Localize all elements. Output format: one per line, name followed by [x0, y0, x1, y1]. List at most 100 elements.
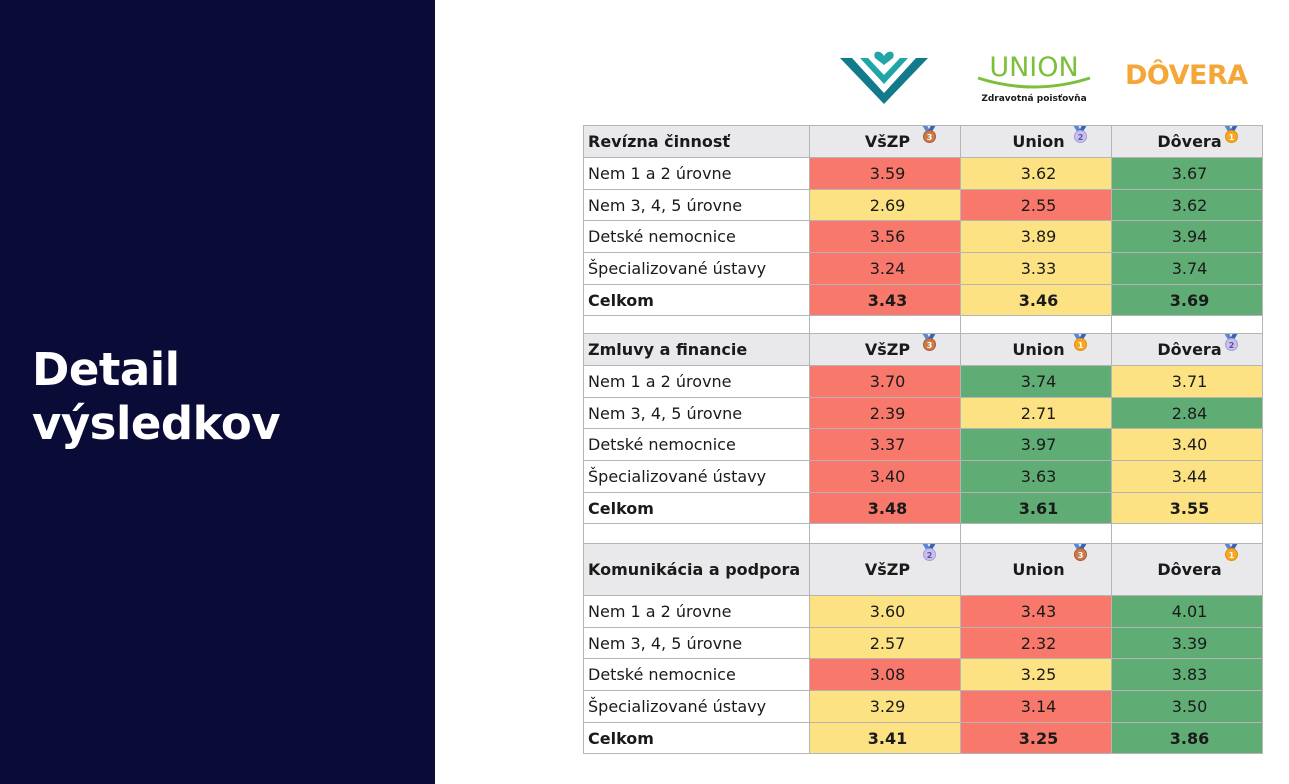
medal-icon: 3: [1071, 544, 1089, 563]
score-cell: 3.55: [1111, 492, 1263, 524]
spacer-row: [583, 523, 1263, 544]
results-table: Revízna činnosť VšZP 3 Union 2 Dôvera 1 Nem…: [583, 125, 1263, 754]
row-label: Nem 3, 4, 5 úrovne: [583, 397, 810, 429]
score-cell: 3.46: [960, 284, 1112, 316]
table-row: Detské nemocnice 3.08 3.25 3.83: [583, 658, 1263, 691]
table-row: Detské nemocnice 3.56 3.89 3.94: [583, 220, 1263, 253]
score-cell: 3.94: [1111, 220, 1263, 253]
score-cell: 3.86: [1111, 722, 1263, 754]
table-row: Špecializované ústavy 3.29 3.14 3.50: [583, 690, 1263, 723]
score-cell: 3.39: [1111, 627, 1263, 659]
score-cell: 3.74: [960, 365, 1112, 398]
insurer-header-dovera: Dôvera 1: [1111, 543, 1263, 596]
score-cell: 3.44: [1111, 460, 1263, 493]
insurer-header-vszp: VšZP 3: [809, 333, 961, 366]
insurer-header-union: Union 2: [960, 125, 1112, 158]
score-cell: 3.69: [1111, 284, 1263, 316]
union-logo-name: UNION: [989, 52, 1078, 83]
score-cell: 2.39: [809, 397, 961, 429]
table-row: Nem 1 a 2 úrovne 3.70 3.74 3.71: [583, 365, 1263, 398]
total-row: Celkom 3.48 3.61 3.55: [583, 492, 1263, 524]
medal-icon: 1: [1071, 334, 1089, 353]
score-cell: 2.32: [960, 627, 1112, 659]
score-cell: 2.69: [809, 189, 961, 221]
medal-icon: 1: [1222, 544, 1240, 563]
row-label: Špecializované ústavy: [583, 690, 810, 723]
score-cell: 3.62: [1111, 189, 1263, 221]
score-cell: 3.14: [960, 690, 1112, 723]
union-logo: UNION Zdravotná poisťovňa: [972, 50, 1096, 110]
row-label: Špecializované ústavy: [583, 252, 810, 285]
row-label: Celkom: [583, 722, 810, 754]
total-row: Celkom 3.41 3.25 3.86: [583, 722, 1263, 754]
medal-icon: 3: [920, 126, 938, 145]
score-cell: 3.40: [809, 460, 961, 493]
insurer-header-vszp: VšZP 3: [809, 125, 961, 158]
score-cell: 3.33: [960, 252, 1112, 285]
section-header-row: Revízna činnosť VšZP 3 Union 2 Dôvera 1: [583, 125, 1263, 158]
row-label: Nem 3, 4, 5 úrovne: [583, 189, 810, 221]
insurer-header-dovera: Dôvera 1: [1111, 125, 1263, 158]
score-cell: 3.25: [960, 722, 1112, 754]
row-label: Celkom: [583, 492, 810, 524]
score-cell: 3.61: [960, 492, 1112, 524]
row-label: Špecializované ústavy: [583, 460, 810, 493]
section-header-row: Komunikácia a podpora VšZP 2 Union 3 Dôver…: [583, 543, 1263, 596]
score-cell: 2.84: [1111, 397, 1263, 429]
insurer-header-union: Union 3: [960, 543, 1112, 596]
section-header-row: Zmluvy a financie VšZP 3 Union 1 Dôvera 2: [583, 333, 1263, 366]
title-panel: Detail výsledkov: [0, 0, 435, 784]
score-cell: 3.43: [960, 595, 1112, 628]
dovera-logo: DÔVERA: [1125, 60, 1248, 91]
table-row: Špecializované ústavy 3.24 3.33 3.74: [583, 252, 1263, 285]
slide-title-line-1: Detail: [32, 343, 180, 396]
slide-title: Detail výsledkov: [32, 343, 281, 451]
slide-title-line-2: výsledkov: [32, 397, 281, 450]
score-cell: 3.62: [960, 157, 1112, 190]
score-cell: 3.63: [960, 460, 1112, 493]
table-row: Nem 3, 4, 5 úrovne 2.57 2.32 3.39: [583, 627, 1263, 659]
score-cell: 2.71: [960, 397, 1112, 429]
score-cell: 3.67: [1111, 157, 1263, 190]
medal-icon: 2: [920, 544, 938, 563]
row-label: Detské nemocnice: [583, 658, 810, 691]
row-label: Detské nemocnice: [583, 428, 810, 461]
row-label: Detské nemocnice: [583, 220, 810, 253]
score-cell: 3.41: [809, 722, 961, 754]
score-cell: 3.74: [1111, 252, 1263, 285]
medal-icon: 2: [1071, 126, 1089, 145]
section-title: Komunikácia a podpora: [583, 543, 810, 596]
medal-icon: 2: [1222, 334, 1240, 353]
score-cell: 2.57: [809, 627, 961, 659]
spacer-row: [583, 315, 1263, 334]
table-row: Nem 1 a 2 úrovne 3.60 3.43 4.01: [583, 595, 1263, 628]
row-label: Nem 3, 4, 5 úrovne: [583, 627, 810, 659]
score-cell: 3.83: [1111, 658, 1263, 691]
score-cell: 3.29: [809, 690, 961, 723]
score-cell: 3.89: [960, 220, 1112, 253]
score-cell: 2.55: [960, 189, 1112, 221]
insurer-header-vszp: VšZP 2: [809, 543, 961, 596]
table-row: Špecializované ústavy 3.40 3.63 3.44: [583, 460, 1263, 493]
insurer-header-dovera: Dôvera 2: [1111, 333, 1263, 366]
section-title: Revízna činnosť: [583, 125, 810, 158]
medal-icon: 3: [920, 334, 938, 353]
table-row: Nem 1 a 2 úrovne 3.59 3.62 3.67: [583, 157, 1263, 190]
row-label: Nem 1 a 2 úrovne: [583, 157, 810, 190]
section-title: Zmluvy a financie: [583, 333, 810, 366]
vszp-logo: [838, 46, 930, 106]
score-cell: 4.01: [1111, 595, 1263, 628]
union-logo-subtitle: Zdravotná poisťovňa: [981, 94, 1087, 104]
score-cell: 3.43: [809, 284, 961, 316]
total-row: Celkom 3.43 3.46 3.69: [583, 284, 1263, 316]
score-cell: 3.08: [809, 658, 961, 691]
score-cell: 3.70: [809, 365, 961, 398]
row-label: Celkom: [583, 284, 810, 316]
score-cell: 3.24: [809, 252, 961, 285]
score-cell: 3.25: [960, 658, 1112, 691]
score-cell: 3.97: [960, 428, 1112, 461]
score-cell: 3.56: [809, 220, 961, 253]
score-cell: 3.40: [1111, 428, 1263, 461]
score-cell: 3.59: [809, 157, 961, 190]
row-label: Nem 1 a 2 úrovne: [583, 595, 810, 628]
